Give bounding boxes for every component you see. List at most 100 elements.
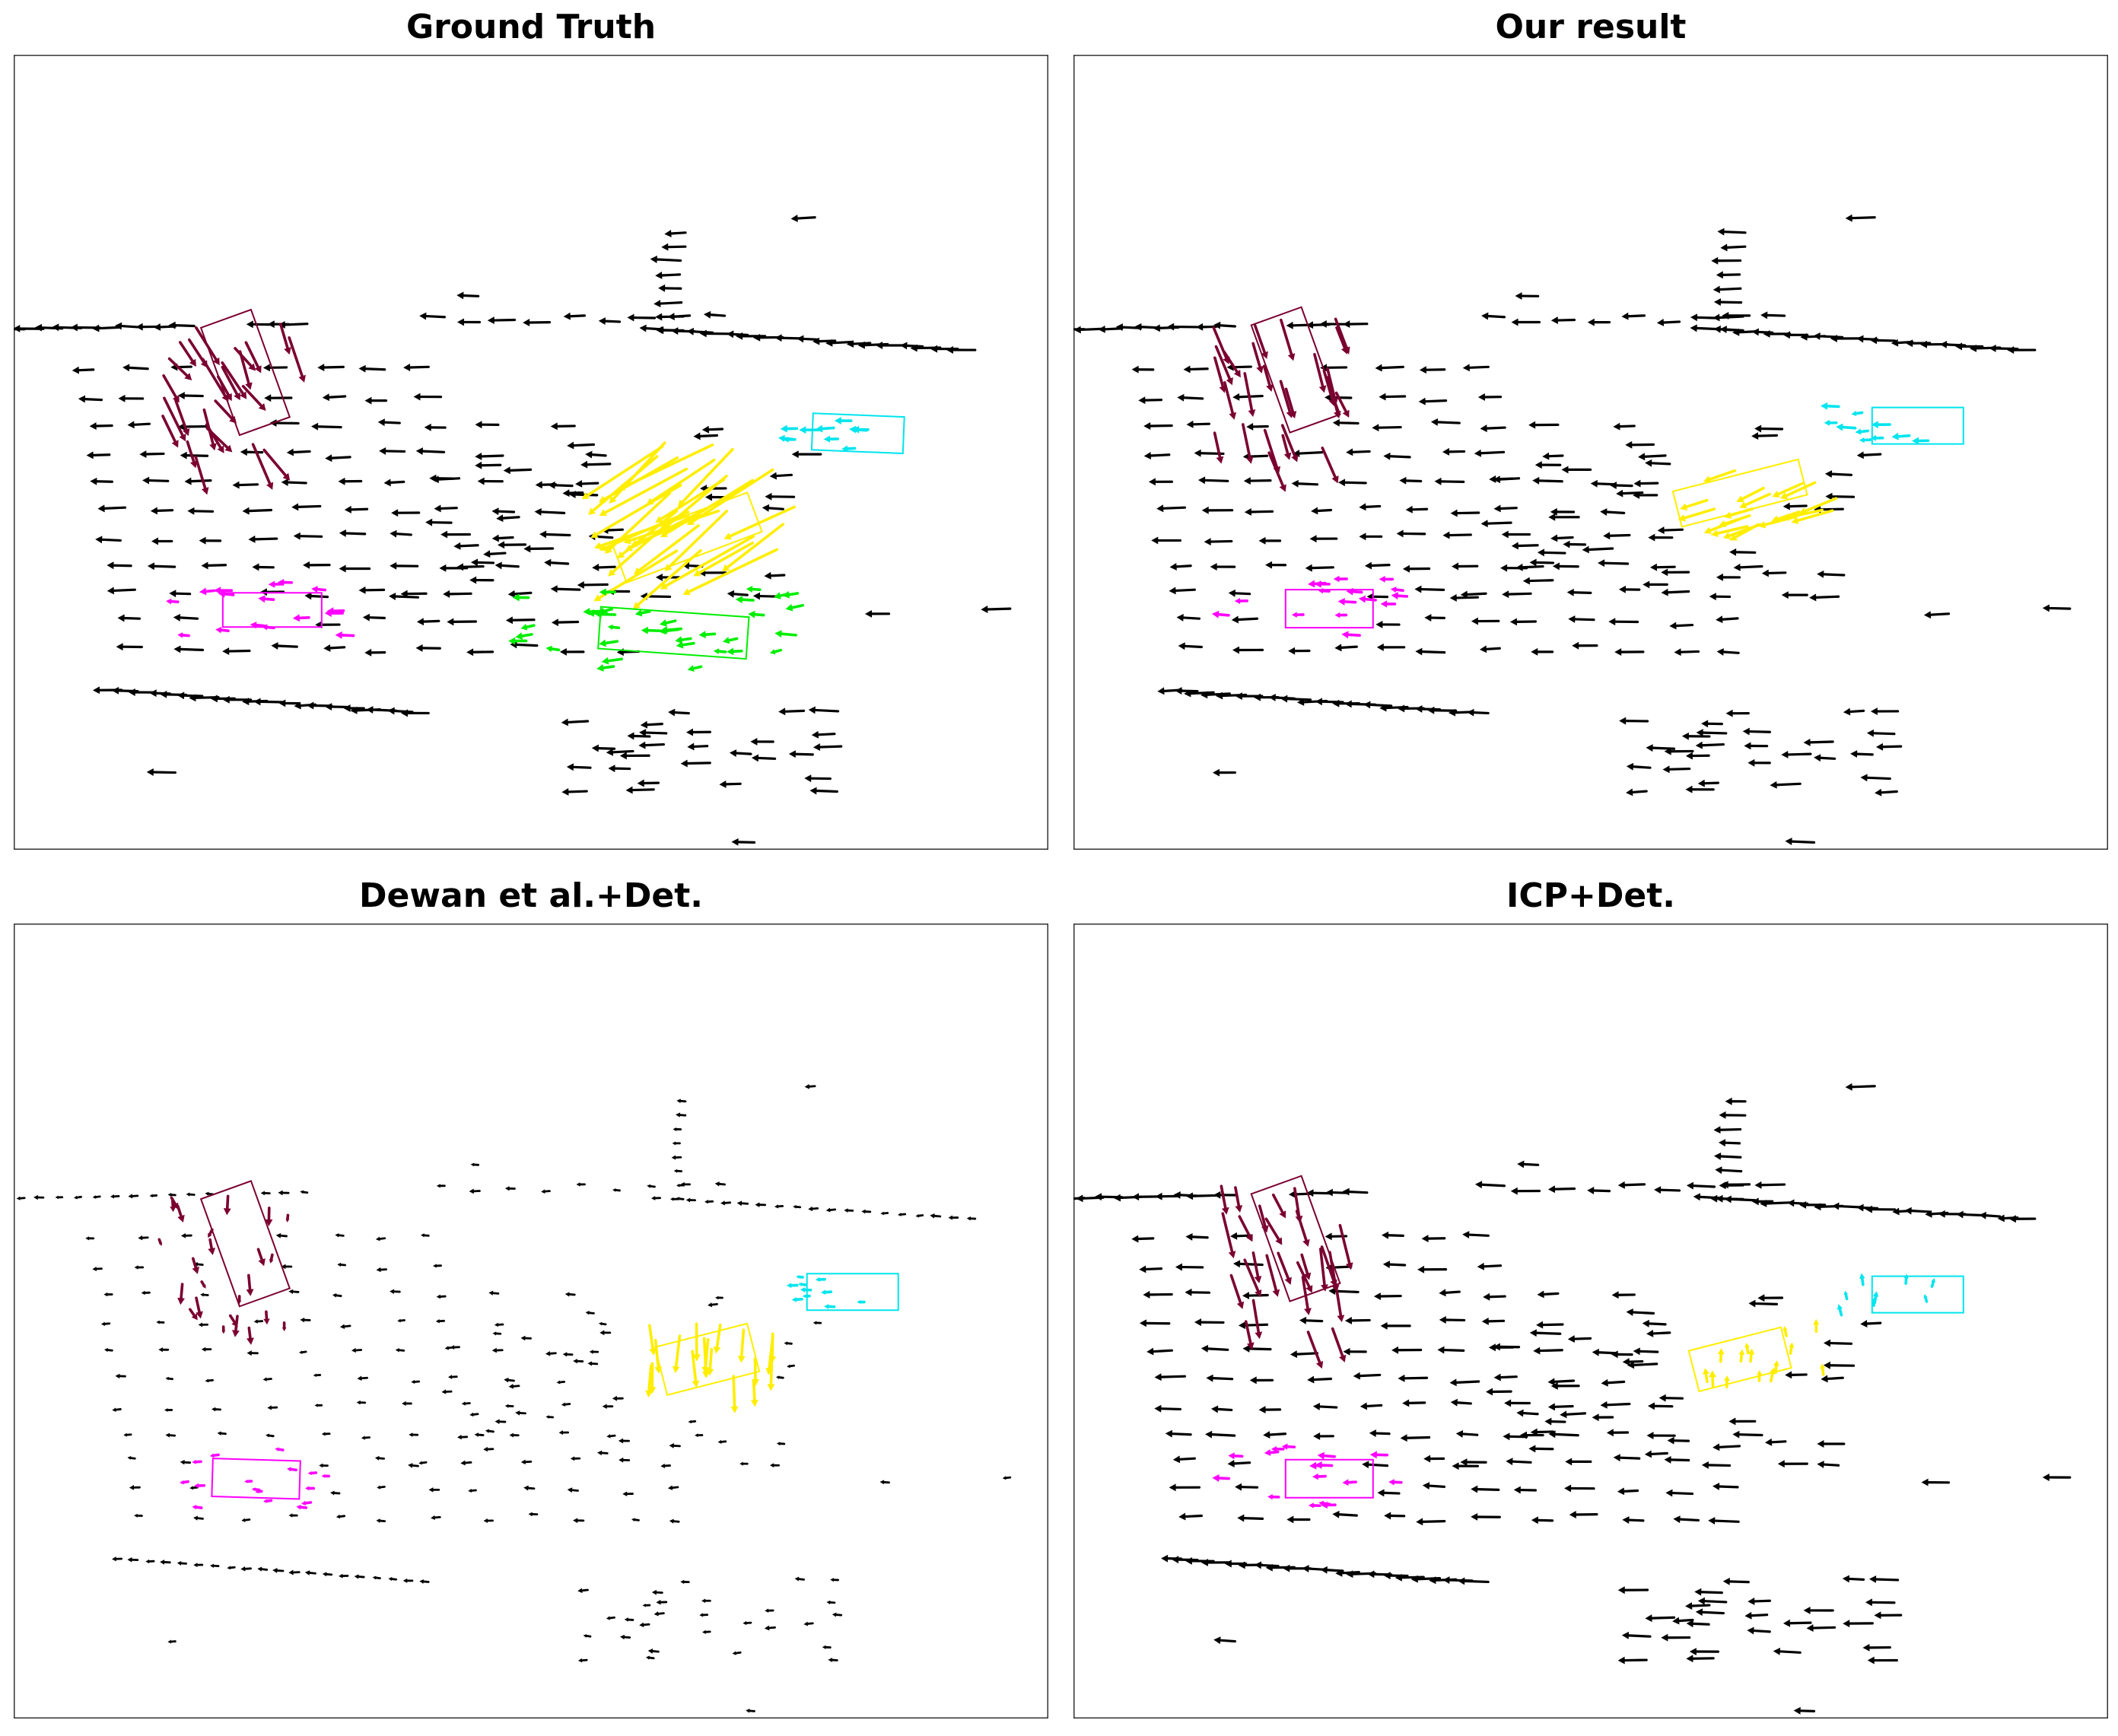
- object-maroon: [161, 308, 306, 495]
- background-arrow: [1139, 1265, 1163, 1273]
- flow-arrow: [1342, 1479, 1357, 1486]
- background-arrow: [1154, 1373, 1187, 1381]
- background-arrow: [746, 1709, 755, 1713]
- background-arrow: [598, 1321, 607, 1326]
- background-arrow: [1383, 452, 1411, 460]
- background-arrow: [339, 1573, 349, 1579]
- panel-dewan-et-al: Dewan et al.+Det.: [14, 873, 1048, 1719]
- background-arrow: [1185, 1288, 1210, 1296]
- background-arrow: [1165, 1429, 1192, 1438]
- background-arrow: [1313, 1432, 1334, 1440]
- background-arrow: [139, 450, 165, 458]
- background-arrow: [408, 1463, 419, 1468]
- background-arrow: [1332, 1510, 1358, 1518]
- background-arrow: [1611, 1291, 1636, 1299]
- background-arrow: [485, 1429, 495, 1433]
- background-arrow: [1391, 1346, 1423, 1354]
- flow-arrow: [1872, 1291, 1879, 1305]
- flow-arrow: [780, 424, 799, 433]
- bounding-box: [1671, 458, 1808, 528]
- object-cyan: [1821, 402, 1964, 445]
- background-arrow: [193, 1515, 204, 1521]
- background-arrow: [1423, 1455, 1445, 1463]
- flow-arrow: [601, 657, 623, 665]
- background-arrow: [598, 317, 622, 326]
- background-arrow: [695, 1433, 704, 1438]
- background-arrow: [1201, 1559, 1231, 1566]
- background-arrow: [1813, 332, 1844, 340]
- background-arrow: [2007, 346, 2037, 355]
- background-arrow: [457, 1435, 469, 1440]
- background-arrow: [418, 1461, 428, 1465]
- background-arrow: [664, 230, 687, 237]
- background-arrow: [1291, 479, 1319, 488]
- background-arrow: [1645, 459, 1671, 467]
- flow-arrow: [234, 347, 256, 371]
- background-arrow: [1343, 320, 1369, 329]
- flow-arrow: [713, 1323, 722, 1354]
- background-arrow: [495, 1419, 507, 1425]
- flow-arrow: [335, 631, 355, 639]
- flow-arrow: [177, 1283, 185, 1305]
- background-arrow: [1398, 1374, 1429, 1382]
- background-arrow: [504, 1404, 514, 1408]
- flow-arrow: [783, 437, 797, 443]
- flow-plot: [14, 924, 1048, 1719]
- background-arrow: [1561, 466, 1592, 474]
- background-arrow: [1537, 548, 1566, 557]
- background-arrow: [1307, 1375, 1333, 1384]
- background-arrow: [1439, 1289, 1461, 1297]
- flow-arrow: [177, 632, 190, 638]
- background-arrow: [114, 322, 139, 330]
- flow-arrow: [1243, 372, 1256, 417]
- flow-arrow: [1836, 423, 1857, 431]
- flow-svg: [14, 55, 1048, 850]
- background-arrow: [1649, 563, 1676, 571]
- background-arrow: [508, 1384, 520, 1389]
- background-arrow: [358, 364, 386, 373]
- background-arrow: [1232, 646, 1264, 654]
- background-arrow: [765, 492, 796, 501]
- background-arrow: [1143, 1290, 1173, 1299]
- background-arrow: [1648, 533, 1674, 542]
- object-magenta: [1212, 1443, 1403, 1509]
- background-arrow: [1384, 1512, 1406, 1520]
- background-arrow: [1696, 729, 1728, 737]
- background-arrow: [186, 1192, 196, 1197]
- background-arrow: [267, 1405, 278, 1410]
- background-arrow: [658, 284, 682, 292]
- background-arrow: [1479, 645, 1501, 653]
- flow-arrow: [648, 1324, 657, 1356]
- flow-arrow: [1262, 364, 1274, 392]
- background-arrow: [654, 1611, 665, 1617]
- background-arrow: [688, 1420, 697, 1424]
- background-arrow: [440, 530, 472, 539]
- flow-arrow: [698, 631, 717, 639]
- background-arrow: [300, 1190, 309, 1194]
- flow-arrow: [1221, 1212, 1236, 1259]
- background-arrow: [1718, 1139, 1741, 1147]
- background-arrow: [1856, 451, 1882, 459]
- background-arrow: [1669, 622, 1694, 630]
- background-arrow: [676, 1197, 685, 1201]
- flow-svg: [1073, 55, 2108, 850]
- object-yellow: [645, 1322, 777, 1413]
- flow-arrow: [1821, 402, 1840, 410]
- background-arrow: [377, 1485, 386, 1490]
- flow-arrow: [730, 1375, 739, 1413]
- background-arrow: [262, 1377, 272, 1381]
- background-arrow: [456, 291, 480, 300]
- background-arrow: [1002, 1476, 1012, 1480]
- background-arrow: [85, 1236, 95, 1241]
- flow-arrow: [1380, 600, 1397, 608]
- flow-arrow: [769, 648, 783, 655]
- background-arrow: [1529, 558, 1555, 567]
- background-arrow: [1519, 1431, 1544, 1439]
- background-arrow: [1695, 1608, 1725, 1617]
- background-arrow: [769, 472, 793, 480]
- background-arrow: [240, 1566, 252, 1572]
- background-arrow: [1415, 647, 1446, 656]
- flow-arrow: [654, 1339, 663, 1374]
- background-arrow: [1665, 1489, 1694, 1497]
- background-arrow: [1402, 1399, 1426, 1407]
